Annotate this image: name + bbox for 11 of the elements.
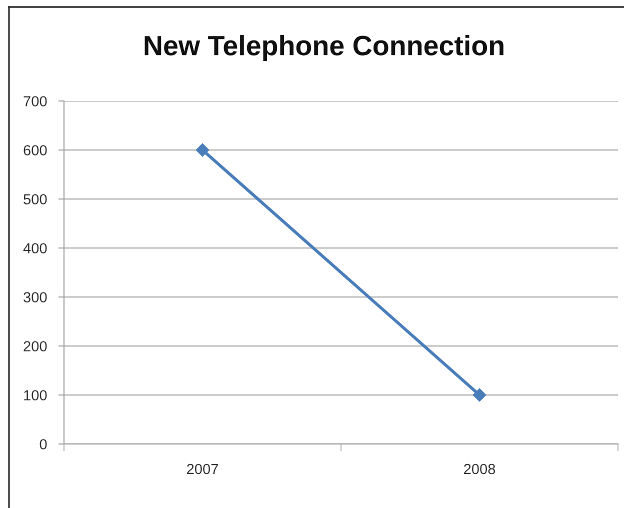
y-tick-label: 200 — [24, 341, 47, 352]
y-tick-label: 100 — [24, 390, 47, 400]
x-tick-label: 2008 — [464, 464, 496, 474]
y-tick-label: 0 — [40, 439, 47, 450]
y-tick-label: 700 — [24, 96, 47, 106]
x-tick-label: 2007 — [187, 464, 218, 474]
y-tick-label: 400 — [23, 243, 47, 254]
y-tick-label: 600 — [24, 145, 47, 156]
y-tick-label: 300 — [24, 292, 47, 302]
y-tick-label: 500 — [24, 194, 47, 204]
chart-title: New Telephone Connection — [144, 35, 504, 61]
